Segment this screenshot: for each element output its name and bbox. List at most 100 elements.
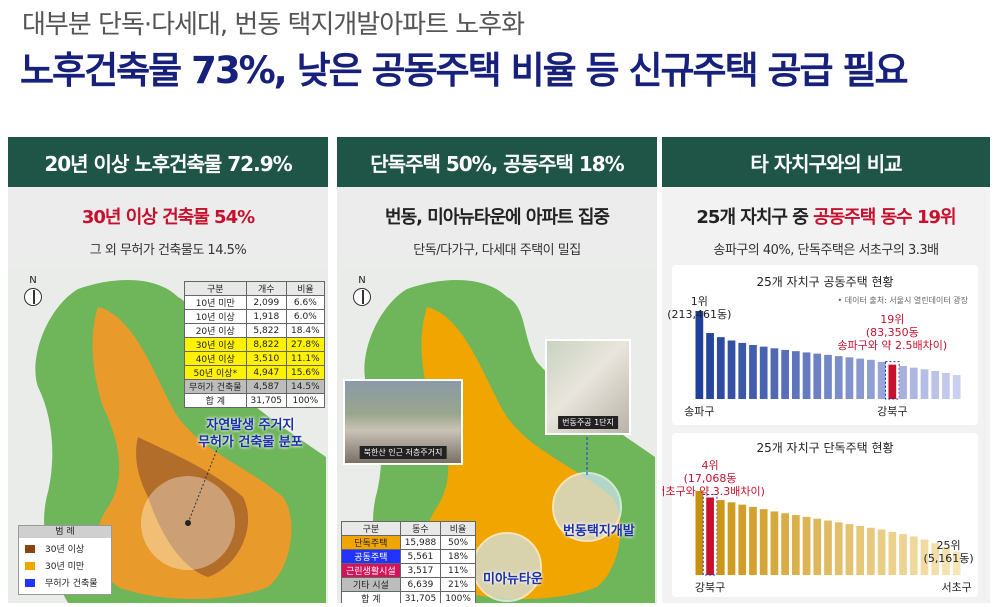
bar [877, 529, 886, 575]
bar [716, 337, 725, 399]
district-map-shape [35, 279, 326, 603]
label-beondong: 번동택지개발 [563, 524, 635, 539]
page-subtitle: 대부분 단독·다세대, 번동 택지개발아파트 노후화 [22, 10, 525, 40]
table-cell: 30년 이상 [184, 337, 247, 352]
panel2-headline: 번동, 미아뉴타운에 아파트 집중 [385, 207, 610, 228]
panel1-headline: 30년 이상 건축물 54% [8, 203, 328, 229]
highlight-outline [884, 361, 900, 400]
annotation-line: 25위 [936, 539, 961, 552]
table-row: 단독주택 15,988 50% [341, 535, 476, 550]
table-row: 30년 이상 8,822 27.8% [184, 337, 325, 352]
table-row: 합 계 31,705 100% [184, 393, 325, 408]
panel-aging-buildings: 20년 이상 노후건축물 72.9% 30년 이상 건축물 54% 그 외 무허… [8, 137, 328, 603]
axis-label: 송파구 [684, 405, 715, 418]
table-cell: 18.4% [286, 323, 325, 338]
panel3-headline-prefix: 25개 자치구 중 [696, 207, 814, 228]
table-cell: 10년 이상 [184, 309, 247, 324]
axis-label: 서초구 [941, 581, 972, 594]
bar [813, 518, 822, 575]
legend-label: 무허가 건축물 [45, 579, 98, 589]
bar [759, 346, 768, 399]
table-row: 10년 미만 2,099 6.6% [184, 295, 325, 310]
table-cell: 10년 미만 [184, 295, 247, 310]
table-cell: 합 계 [184, 393, 247, 408]
bar [738, 504, 747, 575]
table-cell: 50년 이상* [184, 365, 247, 380]
photo-caption: 번동주공 1단지 [558, 416, 618, 429]
panel1-headline-text: 30년 이상 건축물 54% [81, 207, 255, 228]
bar-annotation: 25위 (5,161동) [924, 539, 974, 565]
panel3-headline-rank: 공동주택 동수 19위 [813, 207, 957, 228]
table-cell: 3,510 [245, 351, 288, 366]
table-header-cell: 구분 [341, 521, 401, 536]
table-cell: 21% [440, 577, 476, 592]
callout-line: 자연발생 주거지 [206, 418, 295, 433]
bar [942, 373, 950, 399]
bar [727, 502, 736, 575]
table-cell: 무허가 건축물 [184, 379, 247, 394]
table-cell: 5,561 [399, 549, 442, 564]
bar-highlight [706, 497, 714, 575]
bar [899, 366, 907, 399]
table-cell: 100% [286, 393, 325, 408]
annotation-line: 19위 [880, 313, 905, 326]
table-header-cell: 동수 [399, 521, 442, 536]
label-mia-newtown: 미아뉴타운 [483, 572, 543, 587]
table-cell: 단독주택 [341, 535, 401, 550]
panel3-headline: 25개 자치구 중 공동주택 동수 19위 [662, 203, 990, 229]
bar [952, 375, 961, 399]
map-legend: 범 례 30년 이상 30년 미만 무허가 건축물 [18, 525, 112, 595]
table-cell: 20년 이상 [184, 323, 247, 338]
housing-type-table: 구분 동수 비율 단독주택 15,988 50% 공동주택 5,561 18% 근린생활… [341, 521, 476, 603]
table-cell: 근린생활시설 [341, 563, 401, 578]
north-label: N [358, 275, 366, 286]
bar [845, 357, 854, 399]
table-cell: 기타 시설 [341, 577, 401, 592]
table-cell: 40년 이상 [184, 351, 247, 366]
bar [791, 515, 800, 575]
chart-title: 25개 자치구 공동주택 현황 [756, 275, 894, 289]
panel1-title: 20년 이상 노후건축물 72.9% [8, 137, 328, 187]
table-row: 기타 시설 6,639 21% [341, 577, 476, 592]
bar [942, 546, 950, 575]
highlight-outline [702, 494, 718, 576]
table-cell: 1,918 [245, 309, 288, 324]
table-cell: 4,587 [245, 379, 288, 394]
bar-chart-apartments [695, 311, 961, 400]
bar [952, 551, 961, 575]
table-cell: 31,705 [399, 591, 442, 603]
annotation-line: 1위 [690, 295, 708, 308]
table-cell: 2,099 [245, 295, 288, 310]
table-row: 무허가 건축물 4,587 14.5% [184, 379, 325, 394]
chart-apartment-counts: 25개 자치구 공동주택 현황 • 데이터 출처: 서울시 열린데이터 광장 1… [667, 265, 978, 425]
legend-item: 30년 미만 [25, 559, 111, 572]
table-cell: 4,947 [245, 365, 288, 380]
bar [813, 353, 822, 399]
table-header-cell: 개수 [245, 281, 288, 296]
annotation-line: (213,461동) [667, 308, 732, 321]
annotation-line: (5,161동) [923, 552, 974, 565]
bar [824, 354, 832, 399]
table-cell: 5,822 [245, 323, 288, 338]
table-cell: 공동주택 [341, 549, 401, 564]
north-arrow-icon: N [22, 275, 44, 306]
table-cell: 8,822 [245, 337, 288, 352]
panel-district-comparison: 타 자치구와의 비교 25개 자치구 중 공동주택 동수 19위 송파구의 40… [662, 137, 990, 603]
annotation-line: 서초구와 약 3.3배차이) [662, 485, 765, 498]
chart-title: 25개 자치구 단독주택 현황 [756, 441, 894, 455]
legend-swatch [25, 561, 35, 570]
bar [759, 509, 768, 575]
bar [856, 358, 865, 399]
table-header-cell: 구분 [184, 281, 247, 296]
table-cell: 합 계 [341, 591, 401, 603]
panel2-title: 단독주택 50%, 공동주택 18% [337, 137, 657, 187]
legend-title: 범 례 [19, 526, 111, 538]
bar [888, 531, 897, 575]
bar [877, 361, 886, 399]
bar [695, 311, 704, 399]
axis-label: 강북구 [877, 405, 908, 418]
table-row: 10년 이상 1,918 6.0% [184, 309, 325, 324]
bar [909, 536, 918, 575]
table-cell: 15,988 [399, 535, 442, 550]
bar [781, 349, 789, 399]
